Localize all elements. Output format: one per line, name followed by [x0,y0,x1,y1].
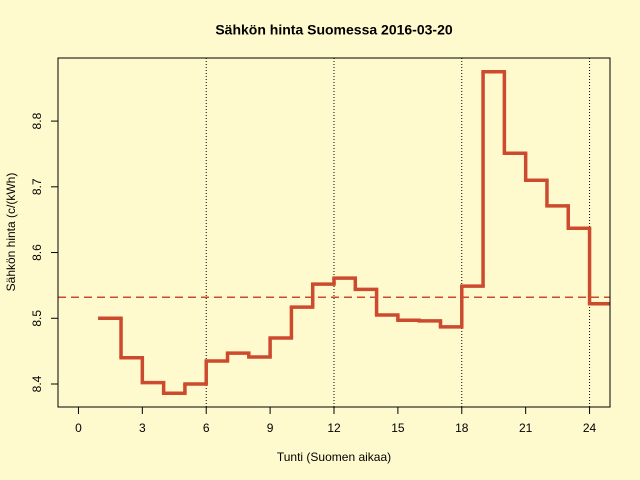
y-axis-label: Sähkön hinta (c/(kWh) [4,173,18,292]
chart-title: Sähkön hinta Suomessa 2016-03-20 [215,22,453,38]
y-tick-label: 8.7 [30,178,44,195]
x-tick-label: 6 [203,421,210,435]
x-tick-label: 24 [583,421,597,435]
x-tick-label: 9 [267,421,274,435]
x-tick-label: 18 [455,421,469,435]
y-tick-label: 8.5 [30,310,44,327]
x-tick-label: 21 [519,421,533,435]
y-tick-label: 8.4 [30,375,44,392]
x-tick-label: 12 [327,421,341,435]
x-tick-label: 3 [139,421,146,435]
y-tick-label: 8.6 [30,244,44,261]
x-tick-label: 15 [391,421,405,435]
y-tick-label: 8.8 [30,112,44,129]
plot-area [58,58,610,407]
x-tick-label: 0 [75,421,82,435]
x-axis-label: Tunti (Suomen aikaa) [277,450,391,464]
